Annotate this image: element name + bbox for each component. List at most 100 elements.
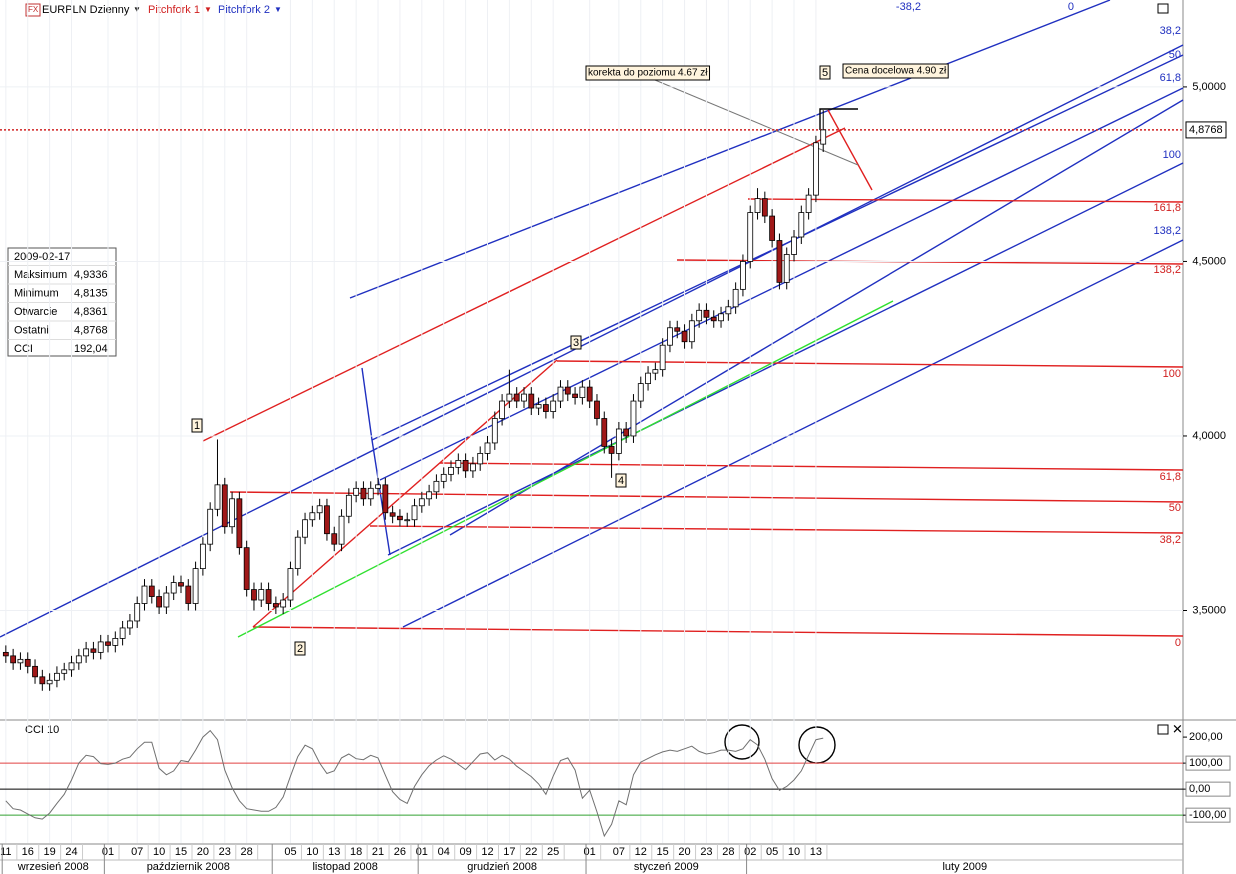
toolbar: FX EURPLN Dzienny ▼ Pitchfork 1 Pitchfor… [25,3,270,17]
wave-box [191,418,203,433]
fib-label: -38,2 [896,1,921,13]
candle-body [572,393,578,398]
candle-body [141,585,148,604]
fib-label: 61,8 [1160,471,1181,483]
x-tick-label: 28 [722,846,734,858]
candle-body [659,344,666,371]
candle-body [148,585,155,597]
x-tick-label: 20 [678,846,690,858]
candle-body [214,484,221,510]
candle-body [68,662,75,671]
maximize-button[interactable] [1157,3,1169,14]
x-tick-label: 13 [328,846,340,858]
x-tick-label: 10 [788,846,800,858]
x-tick-label: 01 [416,846,428,858]
candle-body [740,261,746,290]
fib-label: 138,2 [1153,225,1181,237]
candle-body [491,418,498,444]
candle-body [594,400,600,419]
candle-body [229,498,235,528]
candle-body [316,505,323,514]
info-value: 4,8135 [74,287,108,299]
info-label: Minimum [14,287,59,299]
candle-body [615,428,622,454]
x-tick-label: 23 [700,846,712,858]
candle-body [360,487,367,500]
wave-label: 2 [297,643,303,655]
note-box [585,65,711,81]
wave-label: 4 [618,475,624,487]
candle-body [83,648,90,657]
candle-body [10,655,17,664]
candle-body [156,596,162,608]
candle-body [521,393,527,402]
x-tick-label: 12 [635,846,647,858]
x-tick-label: 07 [131,846,143,858]
x-tick-label: 02 [744,846,756,858]
candle-body [776,240,783,283]
candle-body [221,484,228,528]
candle-body [112,638,119,646]
candle-body [294,536,301,570]
candle-body [127,620,133,629]
info-label: Maksimum [14,269,67,281]
symbol[interactable]: EURPLN Dzienny [42,4,130,16]
fib-label: 50 [1169,502,1181,514]
candle-body [170,582,177,594]
candle-body [280,599,287,608]
wave-box [819,65,831,80]
candle-body [754,198,761,213]
candle-body [90,648,97,653]
candle-body [470,463,476,472]
close-button[interactable]: ✕ [1172,721,1183,736]
tool-name[interactable]: Pitchfork 2 [218,4,270,16]
candle-body [389,512,396,517]
candle-body [353,487,360,496]
fib-label: 38,2 [1160,534,1181,546]
cci-line [5,729,824,838]
candle-body [586,386,593,402]
x-tick-label: 20 [197,846,209,858]
candle-body [404,519,411,522]
candle-body [192,568,199,604]
candle-body [97,641,104,653]
symbol-icon [25,3,41,17]
y-tick-label: -100,00 [1189,809,1226,821]
fib-label: 161,8 [1153,202,1181,214]
candle-body [338,515,345,545]
info-value: 4,9336 [74,269,108,281]
wave-label: 5 [822,67,828,79]
note-text: korekta do poziomu 4.67 zł [588,68,708,79]
x-tick-label: 10 [153,846,165,858]
month-label: listopad 2008 [312,861,377,873]
candle-body [601,418,608,447]
candle-body [528,393,535,409]
candle-body [2,651,9,657]
candle-body [557,386,564,402]
candle-body [54,672,60,681]
tool-name[interactable]: Pitchfork 1 [148,4,200,16]
candle-body [696,309,703,322]
candle-body [61,669,68,674]
candle-body [382,484,389,514]
wave-box [570,335,582,350]
candle-body [265,589,272,604]
candle-body [411,505,418,521]
candle-body [732,288,739,308]
month-label: październik 2008 [147,861,230,873]
last-price-label: 4,8768 [1189,124,1223,136]
candle-body [506,393,513,402]
x-tick-label: 15 [175,846,187,858]
candle-body [462,459,469,472]
candle-body [185,585,192,604]
x-tick-label: 07 [613,846,625,858]
x-tick-label: 21 [372,846,384,858]
candle-body [579,386,586,398]
y-tick-label: 4,0000 [1192,430,1226,442]
maximize-button[interactable] [1157,724,1169,735]
drawings [0,0,1184,764]
candle-body [710,316,717,322]
candle-body [287,568,294,601]
x-tick-label: 28 [241,846,253,858]
